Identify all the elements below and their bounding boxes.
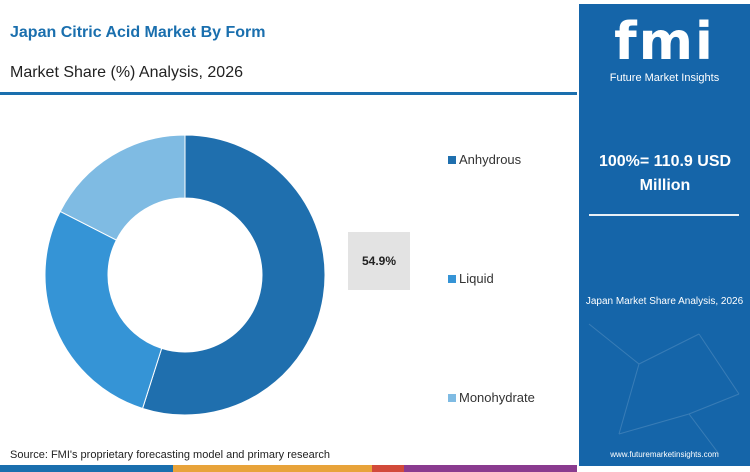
legend-item-liquid: Liquid [448, 271, 494, 286]
footer-segment-4 [403, 465, 577, 472]
data-label-anhydrous: 54.9% [348, 232, 410, 290]
background-pattern [588, 323, 740, 455]
website-url: www.futuremarketinsights.com [610, 450, 719, 459]
header-divider [0, 92, 577, 95]
market-total-line2: Million [639, 177, 691, 194]
legend-swatch-anhydrous [448, 155, 456, 164]
market-total-line1: 100%= 110.9 USD [598, 153, 732, 170]
main-panel: Japan Citric Acid Market By Form Market … [0, 24, 577, 472]
legend-item-anhydrous: Anhydrous [448, 152, 521, 167]
side-panel: fmi Future Market Insights 100%= 110.9 U… [577, 0, 750, 472]
legend-swatch-liquid [448, 274, 456, 283]
logo-mark: fmi [614, 12, 715, 72]
donut-chart [44, 134, 326, 416]
legend-item-monohydrate: Monohydrate [448, 390, 535, 405]
footer-segment-1 [0, 465, 174, 472]
chart-subtitle: Market Share (%) Analysis, 2026 [10, 64, 243, 81]
market-total: 100%= 110.9 USD Million [585, 150, 745, 198]
source-note: Source: FMI's proprietary forecasting mo… [10, 449, 331, 461]
donut-slice-anhydrous [141, 134, 326, 416]
side-caption: Japan Market Share Analysis, 2026 [585, 296, 744, 307]
footer-color-bar [0, 465, 577, 472]
legend-label-anhydrous: Anhydrous [459, 152, 522, 167]
legend-label-liquid: Liquid [459, 271, 494, 286]
footer-segment-2 [173, 465, 373, 472]
donut-slice-liquid [44, 210, 163, 410]
side-divider [589, 214, 739, 216]
logo-tagline: Future Market Insights [609, 72, 720, 84]
footer-segment-3 [372, 465, 404, 472]
legend-label-monohydrate: Monohydrate [459, 390, 535, 405]
chart-title: Japan Citric Acid Market By Form [10, 24, 266, 41]
donut-slice-monohydrate [59, 134, 186, 241]
fmi-logo: fmi Future Market Insights [579, 14, 750, 84]
side-panel-inner: fmi Future Market Insights 100%= 110.9 U… [579, 4, 750, 466]
legend-swatch-monohydrate [448, 393, 456, 402]
